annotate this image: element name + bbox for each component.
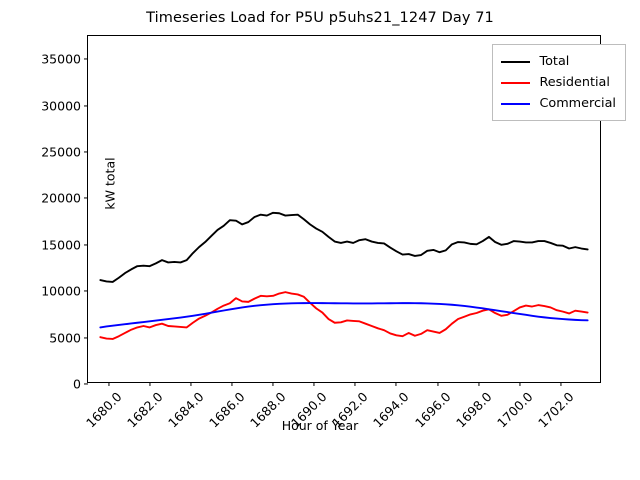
legend-label-commercial: Commercial	[539, 96, 616, 111]
legend-item-commercial: Commercial	[501, 93, 616, 114]
y-tick-mark	[84, 337, 88, 339]
y-tick-mark	[84, 290, 88, 292]
y-tick-mark	[84, 383, 88, 385]
x-tick-mark	[519, 382, 521, 386]
series-line-residential	[99, 291, 589, 340]
legend-swatch-residential	[501, 81, 531, 84]
plot-lines	[99, 211, 589, 340]
y-axis-label: kW total	[102, 157, 118, 210]
y-tick-label: 20000	[41, 190, 81, 206]
legend-label-residential: Residential	[539, 75, 610, 90]
y-tick-mark	[84, 58, 88, 60]
legend-item-residential: Residential	[501, 72, 616, 93]
x-axis-label: Hour of Year	[281, 418, 359, 433]
y-tick-mark	[84, 197, 88, 199]
x-tick-mark	[149, 382, 151, 386]
y-tick-label: 5000	[49, 330, 81, 346]
x-tick-mark	[313, 382, 315, 386]
x-tick-mark	[395, 382, 397, 386]
chart-title: Timeseries Load for P5U p5uhs21_1247 Day…	[146, 10, 494, 26]
y-tick-mark	[84, 151, 88, 153]
series-line-total	[99, 211, 589, 283]
x-tick-mark	[272, 382, 274, 386]
x-tick-mark	[190, 382, 192, 386]
x-tick-mark	[108, 382, 110, 386]
legend-item-total: Total	[501, 51, 616, 72]
legend-swatch-commercial	[501, 102, 531, 105]
x-tick-mark	[560, 382, 562, 386]
y-tick-mark	[84, 105, 88, 107]
legend-swatch-total	[501, 60, 531, 63]
plot-area: kW total 0 5000 10000 15000 20000 25000 30000 3…	[41, 35, 601, 431]
y-tick-label: 10000	[41, 283, 81, 299]
x-tick-mark	[354, 382, 356, 386]
legend-label-total: Total	[539, 54, 570, 69]
chart-legend: Total Residential Commercial	[492, 44, 626, 121]
series-line-commercial	[99, 302, 589, 329]
y-tick-label: 30000	[41, 98, 81, 114]
y-tick-label: 35000	[41, 51, 81, 67]
y-tick-label: 0	[73, 376, 81, 392]
x-tick-mark	[478, 382, 480, 386]
y-tick-label: 15000	[41, 237, 81, 253]
y-tick-mark	[84, 244, 88, 246]
y-tick-label: 25000	[41, 144, 81, 160]
x-tick-mark	[231, 382, 233, 386]
x-tick-mark	[436, 382, 439, 386]
